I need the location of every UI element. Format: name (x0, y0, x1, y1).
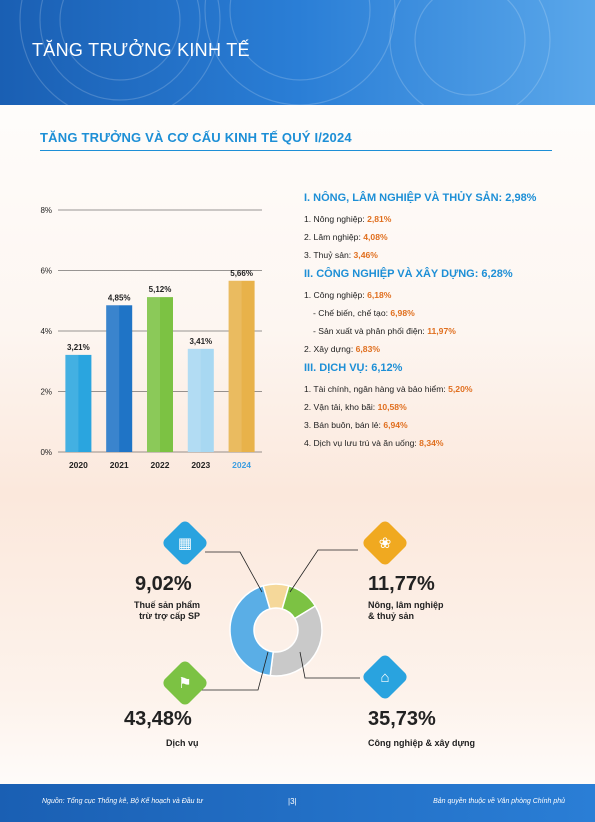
list-item: 2. Xây dựng: 6,83% (304, 344, 380, 354)
group-industry: II. CÔNG NGHIỆP VÀ XÂY DỰNG: 6,28% 1. Cô… (304, 268, 589, 354)
tax-share-label: Thuế sản phẩm trừ trợ cấp SP (133, 600, 200, 621)
agriculture-icon: ❀ (360, 518, 410, 568)
bar-value-label: 3,21% (67, 343, 90, 352)
copyright-note: Bản quyền thuộc về Văn phòng Chính phủ (433, 798, 565, 805)
x-tick-label: 2022 (151, 460, 170, 470)
list-item: 2. Vận tải, kho bãi: 10,58% (304, 402, 407, 412)
factory-icon: ⌂ (360, 652, 410, 702)
footer: Nguồn: Tổng cục Thống kê, Bộ Kế hoạch và… (0, 784, 595, 822)
connector-line (289, 549, 358, 593)
service-icon: ⚑ (160, 658, 210, 708)
list-item: 3. Thuỷ sản: 3,46% (304, 250, 378, 260)
page-title: TĂNG TRƯỞNG KINH TẾ (32, 40, 250, 60)
structure-donut-chart (229, 583, 323, 677)
list-item: 2. Lâm nghiệp: 4,08% (304, 232, 388, 242)
donut-slice (269, 605, 323, 677)
service-share-value: 43,48% (124, 708, 192, 730)
bar (65, 354, 92, 452)
bar (228, 280, 255, 452)
section-divider (40, 150, 552, 151)
bar (187, 348, 214, 452)
list-item: - Sản xuất và phân phối điện: 11,97% (313, 326, 456, 336)
bar-value-label: 3,41% (189, 337, 212, 346)
list-item: - Chế biến, chế tạo: 6,98% (313, 308, 415, 318)
section-title: TĂNG TRƯỞNG VÀ CƠ CẤU KINH TẾ QUÝ I/2024 (40, 130, 352, 145)
bar-shade (228, 280, 242, 452)
bar-value-label: 5,12% (149, 285, 172, 294)
source-note: Nguồn: Tổng cục Thống kê, Bộ Kế hoạch và… (42, 798, 203, 805)
list-item: 4. Dịch vụ lưu trú và ăn uống: 8,34% (304, 438, 444, 448)
y-tick-label: 2% (40, 388, 52, 397)
group-heading: I. NÔNG, LÂM NGHIỆP VÀ THỦY SẢN: 2,98% (304, 192, 537, 204)
list-item: 3. Bán buôn, bán lẻ: 6,94% (304, 420, 408, 430)
connector-line (205, 551, 263, 593)
bar (147, 297, 173, 452)
group-services: III. DỊCH VỤ: 6,12% 1. Tài chính, ngân h… (304, 362, 589, 448)
header-banner: TĂNG TRƯỞNG KINH TẾ (0, 0, 595, 105)
y-tick-label: 0% (40, 448, 52, 457)
bar-shade (147, 297, 160, 452)
industry-share-value: 35,73% (368, 708, 436, 730)
agriculture-share-label: Nông, lâm nghiệp & thuỷ sản (368, 600, 444, 621)
bar-shade (187, 348, 201, 452)
list-item: 1. Tài chính, ngân hàng và bảo hiểm: 5,2… (304, 384, 473, 394)
page-number: |3| (288, 797, 297, 806)
x-tick-label: 2024 (232, 460, 251, 470)
y-tick-label: 6% (40, 267, 52, 276)
service-share-label: Dịch vụ (166, 738, 199, 748)
bronze-drum-pattern (19, 0, 551, 105)
donut-slice (229, 584, 275, 677)
x-tick-label: 2023 (191, 460, 210, 470)
x-tick-label: 2020 (69, 460, 88, 470)
industry-share-label: Công nghiệp & xây dựng (368, 738, 476, 748)
list-item: 1. Công nghiệp: 6,18% (304, 290, 392, 300)
growth-bar-chart: 0% 2% 4% 6% 8% 3,21% 2020 4,85% 2021 5,12% 2022 3,4… (40, 206, 262, 470)
bar-shade (65, 354, 79, 452)
tax-share-value: 9,02% (135, 573, 192, 595)
bar-shade (106, 305, 120, 452)
bar (106, 305, 133, 452)
connector-line (299, 651, 360, 679)
group-heading: II. CÔNG NGHIỆP VÀ XÂY DỰNG: 6,28% (304, 268, 513, 280)
list-item: 1. Nông nghiệp: 2,81% (304, 214, 392, 224)
tax-icon: ▦ (160, 518, 210, 568)
agriculture-share-value: 11,77% (368, 573, 435, 595)
group-agriculture: I. NÔNG, LÂM NGHIỆP VÀ THỦY SẢN: 2,98% 1… (304, 192, 589, 260)
x-tick-label: 2021 (110, 460, 129, 470)
bar-value-label: 5,66% (230, 269, 253, 278)
sector-breakdown: I. NÔNG, LÂM NGHIỆP VÀ THỦY SẢN: 2,98% 1… (304, 192, 589, 456)
bar-value-label: 4,85% (108, 293, 131, 302)
group-heading: III. DỊCH VỤ: 6,12% (304, 362, 403, 374)
y-tick-label: 4% (40, 327, 52, 336)
connector-line (198, 651, 269, 691)
y-tick-label: 8% (40, 206, 52, 215)
